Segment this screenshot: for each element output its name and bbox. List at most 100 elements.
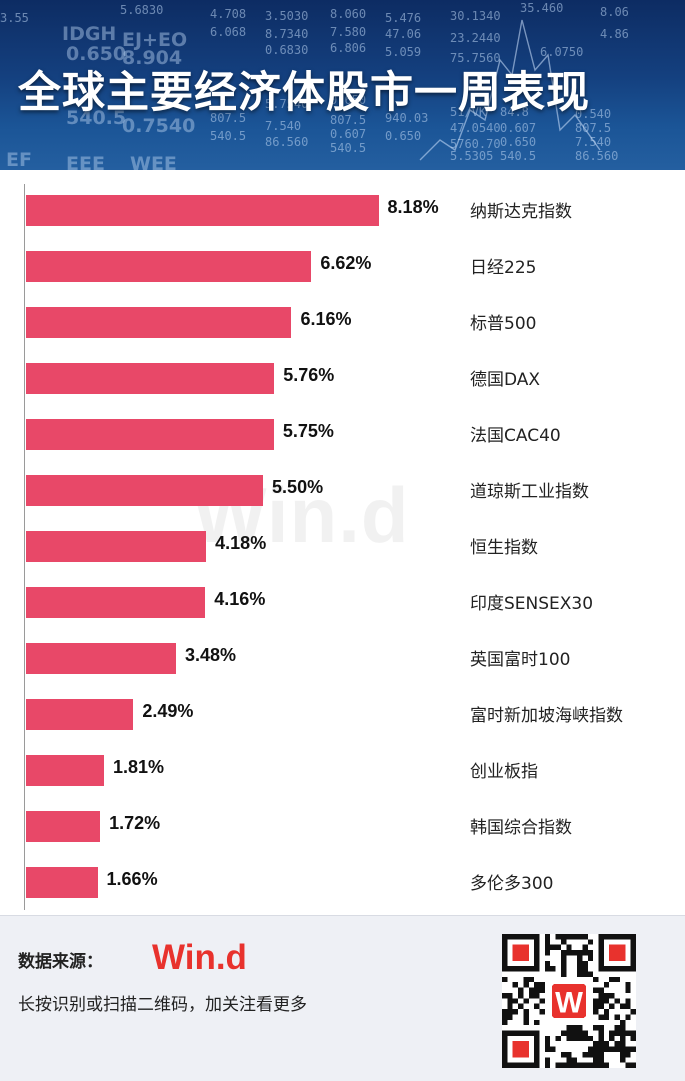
chart-row: 5.76% 德国DAX — [0, 352, 685, 408]
bar — [26, 587, 206, 618]
svg-text:0.6830: 0.6830 — [265, 43, 308, 57]
svg-text:4.708: 4.708 — [210, 7, 246, 21]
chart-row: 5.75% 法国CAC40 — [0, 408, 685, 464]
bar — [26, 643, 176, 674]
svg-text:8.904: 8.904 — [122, 47, 182, 69]
svg-text:0.607: 0.607 — [500, 121, 536, 135]
svg-text:7.540: 7.540 — [575, 135, 611, 149]
svg-text:0.650: 0.650 — [330, 93, 366, 107]
bar — [26, 363, 275, 394]
svg-text:0.650: 0.650 — [385, 129, 421, 143]
svg-text:EEE: EEE — [66, 153, 105, 170]
svg-text:0.7540: 0.7540 — [122, 115, 195, 137]
svg-text:6.068: 6.068 — [210, 25, 246, 39]
bar — [26, 867, 98, 898]
bar — [26, 251, 312, 282]
category-label: 印度SENSEX30 — [470, 594, 594, 614]
qr-badge-letter: W — [555, 986, 583, 1019]
chart-row: 1.72% 韩国综合指数 — [0, 800, 685, 856]
chart-row: 1.66% 多伦多300 — [0, 856, 685, 912]
svg-text:0.650: 0.650 — [66, 43, 126, 65]
svg-text:IDGH: IDGH — [62, 23, 116, 45]
category-label: 英国富时100 — [470, 650, 571, 670]
svg-text:75.7560: 75.7560 — [450, 51, 501, 65]
svg-text:4.86: 4.86 — [600, 27, 629, 41]
category-label: 法国CAC40 — [470, 426, 561, 446]
data-label: 5.75% — [282, 421, 334, 441]
data-label: 5.50% — [272, 477, 324, 497]
data-label: 4.16% — [214, 589, 266, 609]
data-label: 1.72% — [109, 813, 161, 833]
data-label: 6.62% — [320, 253, 372, 273]
svg-text:807.5: 807.5 — [575, 121, 611, 135]
category-label: 德国DAX — [470, 370, 541, 390]
page-title: 全球主要经济体股市一周表现 — [18, 68, 590, 118]
svg-text:3.55: 3.55 — [0, 11, 29, 25]
svg-text:86.560: 86.560 — [575, 149, 618, 163]
svg-text:3.5030: 3.5030 — [265, 9, 308, 23]
chart-row: 8.18% 纳斯达克指数 — [0, 184, 685, 240]
qr-code-icon[interactable]: W — [502, 934, 636, 1068]
svg-text:807.5: 807.5 — [210, 111, 246, 125]
data-label: 8.18% — [387, 197, 439, 217]
data-label: 4.18% — [215, 533, 267, 553]
category-label: 日经225 — [470, 258, 537, 278]
svg-text:30.1340: 30.1340 — [450, 9, 501, 23]
svg-text:6.806: 6.806 — [330, 41, 366, 55]
svg-text:5.059: 5.059 — [385, 45, 421, 59]
svg-text:0.607: 0.607 — [330, 127, 366, 141]
category-label: 富时新加坡海峡指数 — [470, 706, 623, 726]
category-label: 韩国综合指数 — [470, 818, 572, 838]
bar — [26, 755, 104, 786]
svg-text:8.06: 8.06 — [600, 5, 629, 19]
chart-row: 4.18% 恒生指数 — [0, 520, 685, 576]
qr-hint-text: 长按识别或扫描二维码，加关注看更多 — [18, 995, 307, 1015]
svg-text:807.5: 807.5 — [330, 113, 366, 127]
bar — [26, 531, 207, 562]
data-label: 5.76% — [283, 365, 335, 385]
svg-text:8.060: 8.060 — [330, 7, 366, 21]
svg-text:5.476: 5.476 — [385, 11, 421, 25]
svg-text:540.5: 540.5 — [210, 129, 246, 143]
svg-text:5760.70: 5760.70 — [450, 137, 501, 151]
svg-text:5.6830: 5.6830 — [120, 3, 163, 17]
svg-text:86.560: 86.560 — [265, 135, 308, 149]
svg-text:47.06: 47.06 — [385, 27, 421, 41]
chart-row: 6.62% 日经225 — [0, 240, 685, 296]
svg-text:35.460: 35.460 — [520, 1, 563, 15]
source-label: 数据来源： — [18, 952, 103, 972]
footer: 数据来源： Win.d 长按识别或扫描二维码，加关注看更多 W — [0, 915, 685, 1081]
svg-text:EJ+EO: EJ+EO — [122, 29, 187, 51]
data-label: 6.16% — [300, 309, 352, 329]
y-axis-line — [24, 184, 25, 910]
chart-row: 4.16% 印度SENSEX30 — [0, 576, 685, 632]
bar — [26, 307, 292, 338]
bar — [26, 195, 379, 226]
category-label: 道琼斯工业指数 — [470, 482, 589, 502]
svg-text:540.5: 540.5 — [500, 149, 536, 163]
svg-text:47.0540: 47.0540 — [450, 121, 501, 135]
category-label: 恒生指数 — [470, 538, 538, 558]
chart-row: 2.49% 富时新加坡海峡指数 — [0, 688, 685, 744]
chart-row: 5.50% 道琼斯工业指数 — [0, 464, 685, 520]
svg-text:5.7540: 5.7540 — [265, 97, 308, 111]
svg-text:7.540: 7.540 — [265, 119, 301, 133]
category-label: 多伦多300 — [470, 874, 554, 894]
category-label: 纳斯达克指数 — [470, 202, 572, 222]
bar — [26, 811, 101, 842]
svg-text:23.2440: 23.2440 — [450, 31, 501, 45]
category-label: 标普500 — [470, 314, 537, 334]
bar — [26, 475, 264, 506]
chart-row: 3.48% 英国富时100 — [0, 632, 685, 688]
qr-logo-badge — [548, 980, 590, 1022]
svg-text:WEE: WEE — [130, 153, 177, 170]
svg-text:0.540: 0.540 — [575, 107, 611, 121]
data-label: 1.66% — [106, 869, 158, 889]
bar-chart: Win.d 8.18% 纳斯达克指数 6.62% 日经225 6.16% 标普500 5.7… — [0, 170, 685, 915]
svg-text:6.0750: 6.0750 — [540, 45, 583, 59]
svg-text:8.7340: 8.7340 — [265, 27, 308, 41]
svg-text:5.5305: 5.5305 — [450, 149, 493, 163]
wind-logo: Win.d — [152, 938, 247, 977]
svg-text:84.8: 84.8 — [500, 105, 529, 119]
banner-background-graphic: 3.55 5.6830 4.708 3.5030 8.060 5.476 30.1340… — [0, 1, 629, 170]
